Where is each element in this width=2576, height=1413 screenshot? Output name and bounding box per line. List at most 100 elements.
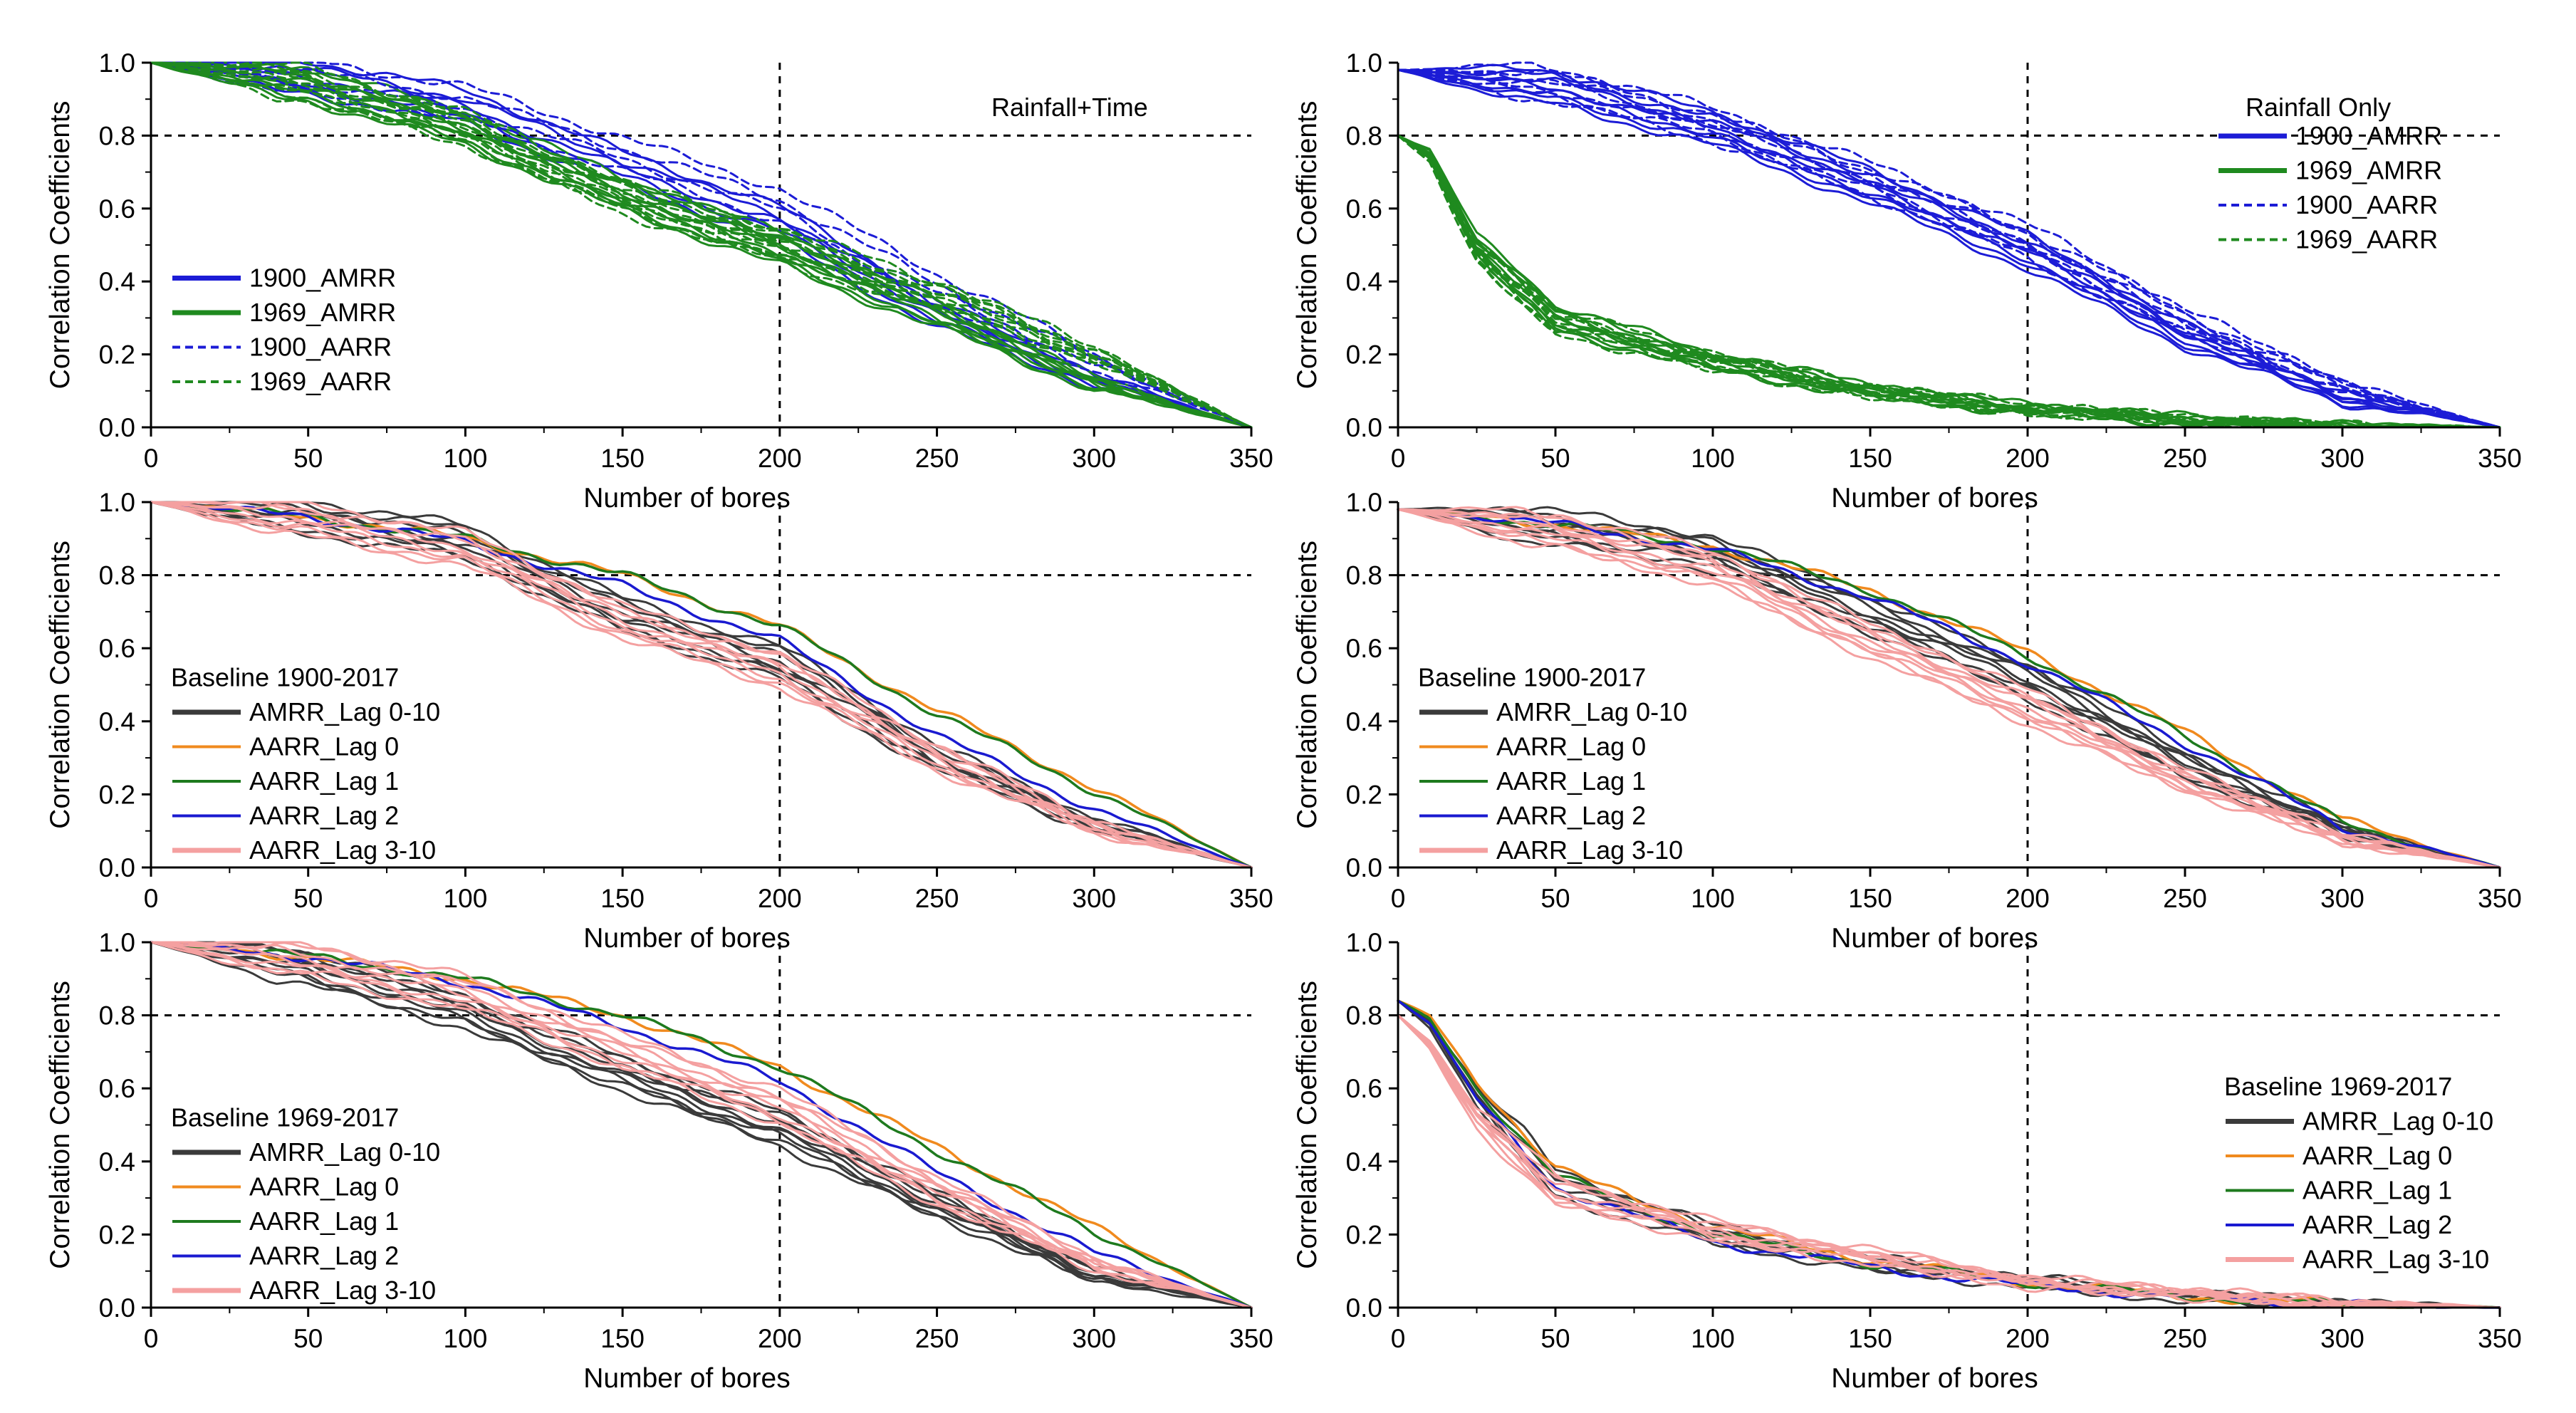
- x-tick-label: 300: [2320, 1324, 2364, 1353]
- y-tick-label: 1.0: [1346, 48, 1382, 78]
- y-tick-label: 0.4: [99, 1147, 135, 1177]
- legend-label: AARR_Lag 0: [2303, 1141, 2452, 1170]
- series-line-0-7: [150, 501, 1253, 869]
- x-tick-label: 250: [2163, 1324, 2207, 1353]
- series-line-4-8: [1397, 506, 2501, 869]
- y-tick-label: 1.0: [99, 48, 135, 78]
- y-tick-label: 0.8: [1346, 561, 1382, 590]
- y-tick-label: 0.2: [99, 340, 135, 370]
- y-tick-label: 0.2: [99, 1220, 135, 1249]
- x-tick-label: 100: [1691, 444, 1735, 473]
- y-tick-label: 0.8: [1346, 121, 1382, 150]
- x-tick-label: 50: [1540, 1324, 1570, 1353]
- legend-label: 1900_AARR: [2295, 190, 2438, 219]
- y-tick-label: 0.4: [1346, 707, 1382, 736]
- legend-label: 1900_AMRR: [2295, 121, 2442, 150]
- y-tick-label: 0.4: [99, 707, 135, 736]
- x-tick-label: 150: [600, 444, 645, 473]
- series-line-2-0: [150, 61, 1253, 429]
- y-tick-label: 0.0: [99, 1293, 135, 1323]
- series-line-4-7: [150, 941, 1253, 1309]
- y-tick-label: 0.8: [99, 121, 135, 150]
- y-tick-label: 0.8: [1346, 1001, 1382, 1031]
- x-tick-label: 200: [758, 1324, 802, 1353]
- x-tick-label: 200: [758, 444, 802, 473]
- x-tick-label: 50: [293, 1324, 323, 1353]
- legend-title: Baseline 1900-2017: [171, 663, 399, 692]
- x-axis-label: Number of bores: [1831, 483, 2038, 513]
- x-tick-label: 50: [293, 884, 323, 913]
- legend: 1900_AMRR 1969_AMRR 1900_AARR 1969_AARR: [2218, 121, 2442, 254]
- y-tick-label: 0.2: [1346, 340, 1382, 370]
- x-tick-label: 0: [144, 884, 159, 913]
- series-line-4-2: [1397, 1014, 2501, 1309]
- series-line-2-3: [150, 61, 1253, 429]
- legend: Baseline 1900-2017 AMRR_Lag 0-10 AARR_Lag …: [1418, 663, 1687, 865]
- x-tick-label: 200: [2006, 884, 2050, 913]
- plot-area: [1397, 61, 2501, 429]
- series-line-3-7: [1397, 134, 2501, 429]
- legend-label: 1900_AARR: [249, 333, 392, 362]
- x-tick-label: 350: [2478, 444, 2522, 473]
- y-tick-label: 0.0: [1346, 1293, 1382, 1323]
- y-tick-label: 0.4: [99, 267, 135, 296]
- x-tick-label: 100: [1691, 884, 1735, 913]
- legend-label: AARR_Lag 3-10: [2303, 1245, 2489, 1274]
- x-tick-label: 300: [2320, 444, 2364, 473]
- y-tick-label: 0.6: [1346, 634, 1382, 663]
- x-tick-label: 150: [600, 884, 645, 913]
- series-line-2-0: [1397, 999, 2501, 1309]
- legend-label: AARR_Lag 1: [249, 766, 399, 796]
- series-line-4-7: [1397, 1014, 2501, 1309]
- y-tick-label: 0.4: [1346, 1147, 1382, 1177]
- x-axis-label: Number of bores: [583, 1363, 790, 1394]
- y-tick-label: 1.0: [1346, 488, 1382, 517]
- legend-label: 1900_AMRR: [249, 264, 396, 293]
- series-line-1-2: [150, 61, 1253, 429]
- x-tick-label: 0: [144, 444, 159, 473]
- legend-label: 1969_AARR: [2295, 225, 2438, 254]
- x-tick-label: 350: [2478, 1324, 2522, 1353]
- legend-label: AARR_Lag 2: [249, 1241, 399, 1271]
- series-line-2-6: [1397, 61, 2501, 429]
- x-tick-label: 150: [1848, 1324, 1892, 1353]
- series-line-4-5: [150, 941, 1253, 1309]
- y-axis-label: Correlation Coefficients: [1292, 101, 1323, 390]
- y-axis-label: Correlation Coefficients: [45, 101, 75, 390]
- x-tick-label: 200: [758, 884, 802, 913]
- x-tick-label: 50: [1540, 884, 1570, 913]
- x-axis-label: Number of bores: [1831, 923, 2038, 954]
- y-tick-label: 0.6: [1346, 1074, 1382, 1103]
- series-line-4-6: [150, 941, 1253, 1309]
- y-tick-label: 0.0: [1346, 413, 1382, 442]
- plot-area: [1397, 506, 2501, 869]
- series-line-2-0: [150, 501, 1253, 869]
- y-tick-label: 0.4: [1346, 267, 1382, 296]
- legend-label: AMRR_Lag 0-10: [249, 1137, 440, 1167]
- x-tick-label: 50: [293, 444, 323, 473]
- x-tick-label: 250: [2163, 444, 2207, 473]
- series-line-3-5: [150, 61, 1253, 429]
- legend-title: Baseline 1969-2017: [171, 1103, 399, 1132]
- y-tick-label: 0.0: [1346, 853, 1382, 882]
- x-tick-label: 300: [2320, 884, 2364, 913]
- x-tick-label: 100: [444, 884, 488, 913]
- series-line-2-4: [1397, 68, 2501, 429]
- series-line-2-1: [150, 61, 1253, 429]
- panel-p2: 0 50 100 150 200 250 300 350 0.0 0.2 0.4 0.6 0.8 1.0 N…: [1292, 48, 2522, 513]
- series-line-4-0: [150, 941, 1253, 1309]
- series-line-4-5: [1397, 1014, 2501, 1309]
- y-tick-label: 1.0: [99, 928, 135, 957]
- x-tick-label: 0: [1391, 444, 1406, 473]
- series-line-2-0: [150, 941, 1253, 1309]
- legend-label: AARR_Lag 2: [2303, 1210, 2452, 1239]
- legend-title: Baseline 1969-2017: [2224, 1072, 2452, 1101]
- x-tick-label: 350: [1229, 884, 1273, 913]
- legend-label: AMRR_Lag 0-10: [1496, 697, 1687, 726]
- x-tick-label: 300: [1072, 444, 1116, 473]
- legend-label: 1969_AMRR: [2295, 156, 2442, 185]
- series-line-0-1: [150, 941, 1253, 1309]
- legend-label: AARR_Lag 1: [249, 1206, 399, 1236]
- legend-label: AMRR_Lag 0-10: [2303, 1107, 2493, 1136]
